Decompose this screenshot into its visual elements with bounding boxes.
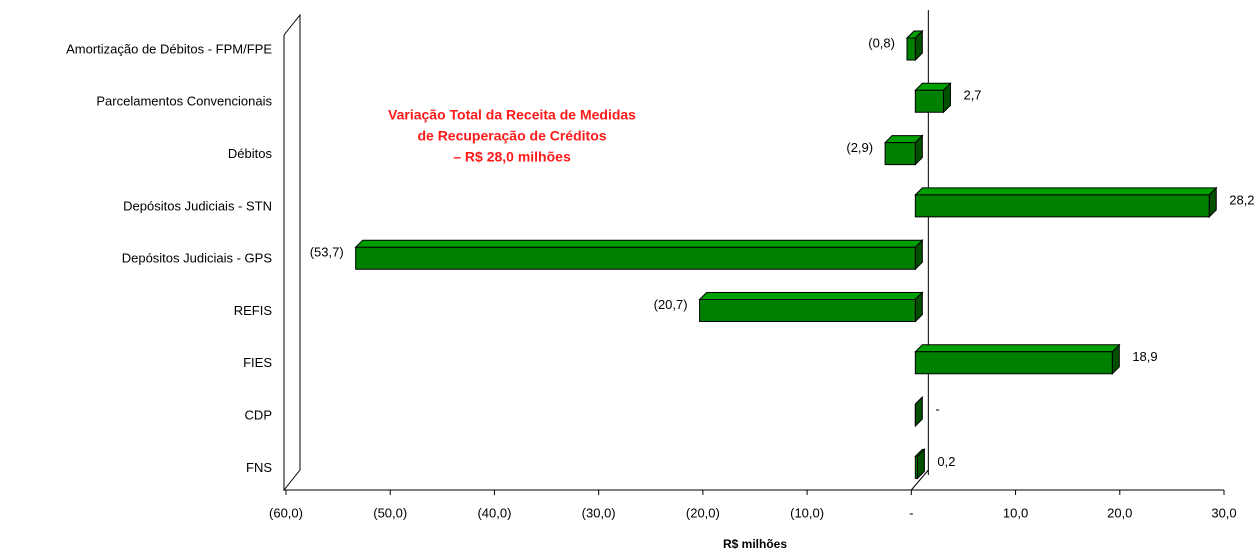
bar-face bbox=[698, 292, 924, 300]
bar-face bbox=[914, 187, 1218, 196]
y-tick-label: Depósitos Judiciais - GPS bbox=[122, 251, 273, 266]
bar-face bbox=[884, 142, 916, 166]
x-tick-label: (20,0) bbox=[686, 505, 720, 520]
y-tick-label: Débitos bbox=[228, 146, 273, 161]
bar bbox=[354, 238, 924, 271]
y-tick-label: FIES bbox=[243, 355, 272, 370]
x-tick-label: 30,0 bbox=[1211, 505, 1236, 520]
value-label: 28,2 bbox=[1229, 192, 1254, 207]
bar-face bbox=[914, 344, 1121, 353]
x-tick-label: (50,0) bbox=[373, 505, 407, 520]
bar-face bbox=[355, 246, 916, 270]
value-label: (2,9) bbox=[846, 140, 873, 155]
bar bbox=[914, 343, 1121, 376]
x-tick-label: (40,0) bbox=[477, 505, 511, 520]
bar-face bbox=[699, 299, 916, 322]
value-label: 2,7 bbox=[963, 88, 981, 103]
y-tick-label: FNS bbox=[246, 460, 272, 475]
value-label: 0,2 bbox=[937, 454, 955, 469]
back-wall bbox=[283, 13, 301, 492]
value-label: (0,8) bbox=[868, 35, 895, 50]
bar-face bbox=[914, 395, 923, 428]
y-tick-label: REFIS bbox=[234, 303, 273, 318]
value-label: (53,7) bbox=[310, 245, 344, 260]
zero-line bbox=[910, 469, 929, 491]
bar bbox=[914, 186, 1218, 219]
bar bbox=[883, 134, 924, 166]
x-tick-label: (30,0) bbox=[582, 505, 616, 520]
bar-face bbox=[914, 89, 944, 113]
y-tick-label: Parcelamentos Convencionais bbox=[96, 94, 272, 109]
bar-face bbox=[914, 351, 1113, 375]
bar bbox=[914, 82, 952, 114]
bar-face bbox=[906, 37, 916, 61]
bar bbox=[914, 448, 926, 480]
x-tick-label: 10,0 bbox=[1003, 505, 1028, 520]
x-axis-label: R$ milhões bbox=[723, 537, 787, 551]
value-label: (20,7) bbox=[654, 297, 688, 312]
annotation: – R$ 28,0 milhões bbox=[453, 149, 571, 165]
y-tick-label: CDP bbox=[245, 408, 272, 423]
x-tick-label: (10,0) bbox=[790, 505, 824, 520]
bar-face bbox=[914, 455, 918, 479]
x-tick-label: - bbox=[909, 505, 913, 520]
bar-face bbox=[354, 239, 924, 248]
y-tick-label: Amortização de Débitos - FPM/FPE bbox=[66, 41, 272, 56]
value-label: 18,9 bbox=[1132, 349, 1157, 364]
annotation: Variação Total da Receita de Medidas bbox=[388, 107, 636, 123]
bar bbox=[914, 395, 923, 428]
bar bbox=[698, 291, 924, 323]
value-label: - bbox=[935, 402, 939, 417]
y-tick-label: Depósitos Judiciais - STN bbox=[123, 198, 272, 213]
annotation: de Recuperação de Créditos bbox=[417, 128, 606, 144]
bar-face bbox=[914, 194, 1210, 218]
bar bbox=[905, 29, 924, 62]
x-tick-label: 20,0 bbox=[1107, 505, 1132, 520]
x-tick-label: (60,0) bbox=[269, 505, 303, 520]
